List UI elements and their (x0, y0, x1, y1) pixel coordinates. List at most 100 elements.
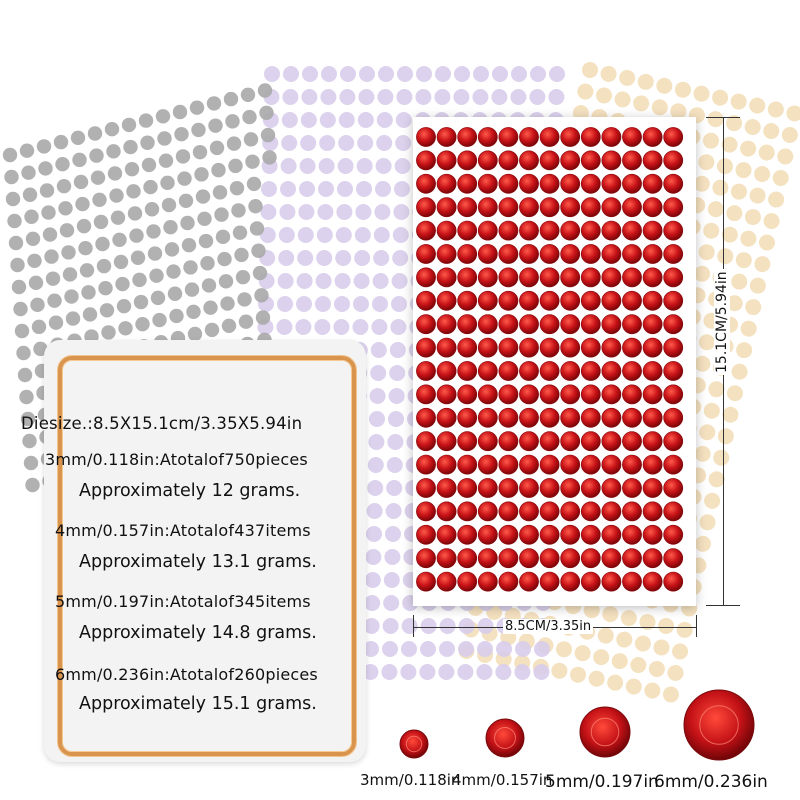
red-rhinestone (519, 314, 539, 335)
champagne-gem (602, 606, 619, 623)
champagne-gem (551, 662, 568, 679)
red-rhinestone (539, 150, 560, 171)
lavender-gem (476, 664, 493, 680)
gray-gem (78, 241, 93, 256)
champagne-gem (726, 295, 743, 312)
champagne-gem (667, 664, 684, 681)
gray-gem (101, 325, 116, 340)
red-rhinestone (416, 384, 436, 405)
champagne-gem (758, 144, 775, 161)
champagne-gem (740, 230, 757, 247)
red-rhinestone (642, 314, 663, 335)
champagne-gem (582, 62, 598, 78)
red-rhinestone (580, 384, 601, 405)
lavender-gem (372, 273, 389, 289)
lavender-gem (420, 618, 437, 634)
gray-gem (75, 196, 90, 212)
gray-gem (87, 126, 103, 141)
gray-gem (214, 207, 229, 222)
red-rhinestone (663, 127, 684, 147)
gray-gem (245, 154, 260, 169)
gray-gem (36, 139, 52, 154)
gray-gem (235, 269, 251, 285)
red-rhinestone (622, 244, 642, 264)
lavender-gem (357, 112, 374, 128)
red-rhinestone (477, 548, 498, 569)
lavender-gem (397, 66, 413, 82)
gray-gem (112, 232, 127, 247)
lavender-gem (416, 66, 432, 82)
gray-gem (178, 193, 194, 208)
lavender-gem (357, 135, 374, 151)
red-rhinestone (436, 548, 457, 569)
lavender-gem (359, 66, 375, 82)
red-rhinestone (457, 150, 478, 171)
gray-gem (225, 114, 240, 129)
gray-gem (123, 139, 138, 155)
champagne-gem (555, 641, 572, 658)
champagne-gem (596, 87, 613, 104)
lavender-gem (381, 664, 398, 680)
lavender-gem (548, 89, 565, 105)
red-rhinestone (477, 431, 498, 452)
red-rhinestone (457, 431, 478, 452)
gray-gem (121, 117, 137, 133)
champagne-gem (620, 610, 637, 627)
lavender-gem (296, 273, 313, 289)
champagne-gem (763, 213, 780, 230)
red-rhinestone (642, 244, 663, 264)
champagne-gem (651, 99, 668, 116)
red-rhinestone (642, 267, 663, 288)
red-rhinestone (416, 454, 436, 475)
red-rhinestone (436, 431, 457, 452)
lavender-gem (301, 89, 318, 105)
red-rhinestone (663, 407, 684, 428)
height-dimension-bottom-tick (706, 605, 740, 606)
gray-gem (189, 100, 205, 115)
gray-gem (96, 258, 112, 274)
lavender-gem (281, 135, 298, 151)
lavender-gem (382, 641, 398, 657)
red-rhinestone (622, 548, 642, 569)
red-rhinestone (622, 361, 642, 381)
red-rhinestone (642, 173, 663, 194)
red-rhinestone (477, 337, 498, 358)
gray-gem (146, 224, 161, 239)
red-rhinestone (580, 267, 601, 288)
red-rhinestone (498, 337, 519, 358)
red-rhinestone (416, 314, 436, 335)
lavender-gem (515, 641, 531, 657)
gray-gem (217, 251, 232, 267)
champagne-gem (577, 83, 594, 100)
gray-gem (141, 157, 157, 173)
lavender-gem (495, 664, 512, 680)
red-rhinestone (580, 290, 601, 311)
red-rhinestone (519, 431, 539, 452)
red-rhinestone (601, 150, 622, 171)
size-label-5mm: 5mm/0.197in (545, 772, 659, 792)
gray-gem (31, 319, 47, 335)
lavender-gem (259, 227, 276, 243)
lavender-gem (477, 618, 494, 634)
red-rhinestone (498, 524, 519, 545)
red-rhinestone (477, 290, 498, 311)
red-rhinestone (601, 524, 622, 545)
red-rhinestone (457, 127, 478, 147)
lavender-gem (297, 250, 314, 266)
red-rhinestone (601, 501, 622, 522)
gray-gem (106, 144, 121, 159)
gray-gem (218, 274, 234, 289)
red-rhinestone (498, 478, 519, 498)
gray-gem (82, 307, 98, 322)
red-rhinestone (663, 150, 684, 171)
red-rhinestone (622, 314, 642, 335)
red-rhinestone (580, 361, 601, 381)
lavender-gem (372, 296, 388, 312)
champagne-gem (758, 234, 775, 251)
height-dimension-label: 15.1CM/5.94in (714, 269, 730, 375)
red-rhinestone (416, 524, 436, 545)
lavender-gem (390, 319, 407, 335)
lavender-gem (334, 296, 350, 312)
gray-gem (252, 265, 268, 281)
gray-gem (175, 149, 191, 164)
